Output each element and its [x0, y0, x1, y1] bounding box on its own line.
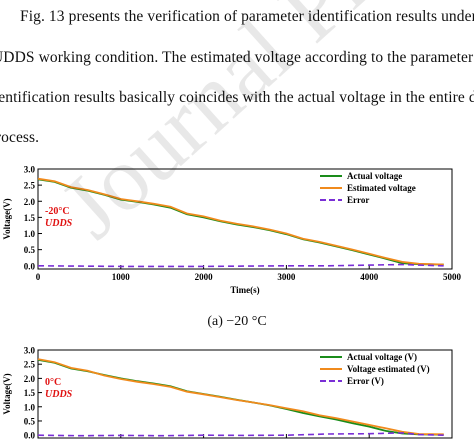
x-tick-label: 2000: [195, 272, 214, 282]
condition-annotation: -20°C: [45, 206, 70, 217]
x-axis-label: Time(s): [230, 285, 259, 295]
legend-label-1: Actual voltage: [347, 171, 402, 181]
legend-label-3: Error (V): [347, 376, 384, 386]
series-line-2: [37, 358, 444, 436]
condition-annotation: 0°C: [45, 377, 61, 388]
y-axis-label: Voltage(V): [2, 373, 12, 414]
plot-frame: [37, 349, 453, 439]
series-line-3: [37, 432, 444, 437]
legend-label-1: Actual voltage (V): [347, 352, 417, 362]
y-tick-label: 2.5: [24, 181, 36, 191]
paragraph-line-2: UDDS working condition. The estimated vo…: [0, 49, 474, 66]
x-tick-label: 3000: [277, 272, 296, 282]
plot-frame: [37, 168, 453, 270]
y-tick-label: 0.5: [24, 416, 36, 426]
y-tick-label: 2.0: [24, 374, 36, 384]
x-tick-label: 0: [36, 272, 41, 282]
y-tick-label: 0.0: [24, 261, 36, 271]
y-tick-label: 3.0: [24, 165, 36, 175]
y-tick-label: 1.0: [24, 229, 36, 239]
paragraph-line-3: identification results basically coincid…: [0, 89, 474, 106]
series-line-2: [37, 177, 444, 266]
legend-label-3: Error: [347, 195, 369, 205]
series-line-3: [37, 263, 444, 268]
y-tick-label: 2.5: [24, 360, 36, 370]
y-tick-label: 1.0: [24, 402, 36, 412]
y-tick-label: 1.5: [24, 213, 36, 223]
condition-annotation: UDDS: [45, 218, 73, 229]
x-tick-label: 1000: [112, 272, 131, 282]
x-tick-label: 4000: [360, 272, 379, 282]
legend-label-2: Voltage estimated (V): [347, 364, 430, 374]
legend-label-2: Estimated voltage: [347, 183, 416, 193]
paragraph-line-1: Fig. 13 presents the verification of par…: [20, 8, 474, 25]
x-tick-label: 5000: [443, 272, 462, 282]
condition-annotation: UDDS: [45, 389, 73, 400]
y-tick-label: 0.0: [24, 431, 36, 441]
y-tick-label: 1.5: [24, 388, 36, 398]
y-tick-label: 3.0: [24, 346, 36, 356]
figure-caption-a: (a) −20 °C: [207, 314, 267, 329]
y-tick-label: 0.5: [24, 245, 36, 255]
figure-13a-chart: 0.0 0.5 1.0 1.5 2.0 2.5 3.0 0 1000 2000 3000 4000 50…: [2, 165, 462, 296]
y-axis-label: Voltage(V): [2, 198, 12, 239]
paragraph-line-4: process.: [0, 129, 40, 146]
y-tick-label: 2.0: [24, 197, 36, 207]
